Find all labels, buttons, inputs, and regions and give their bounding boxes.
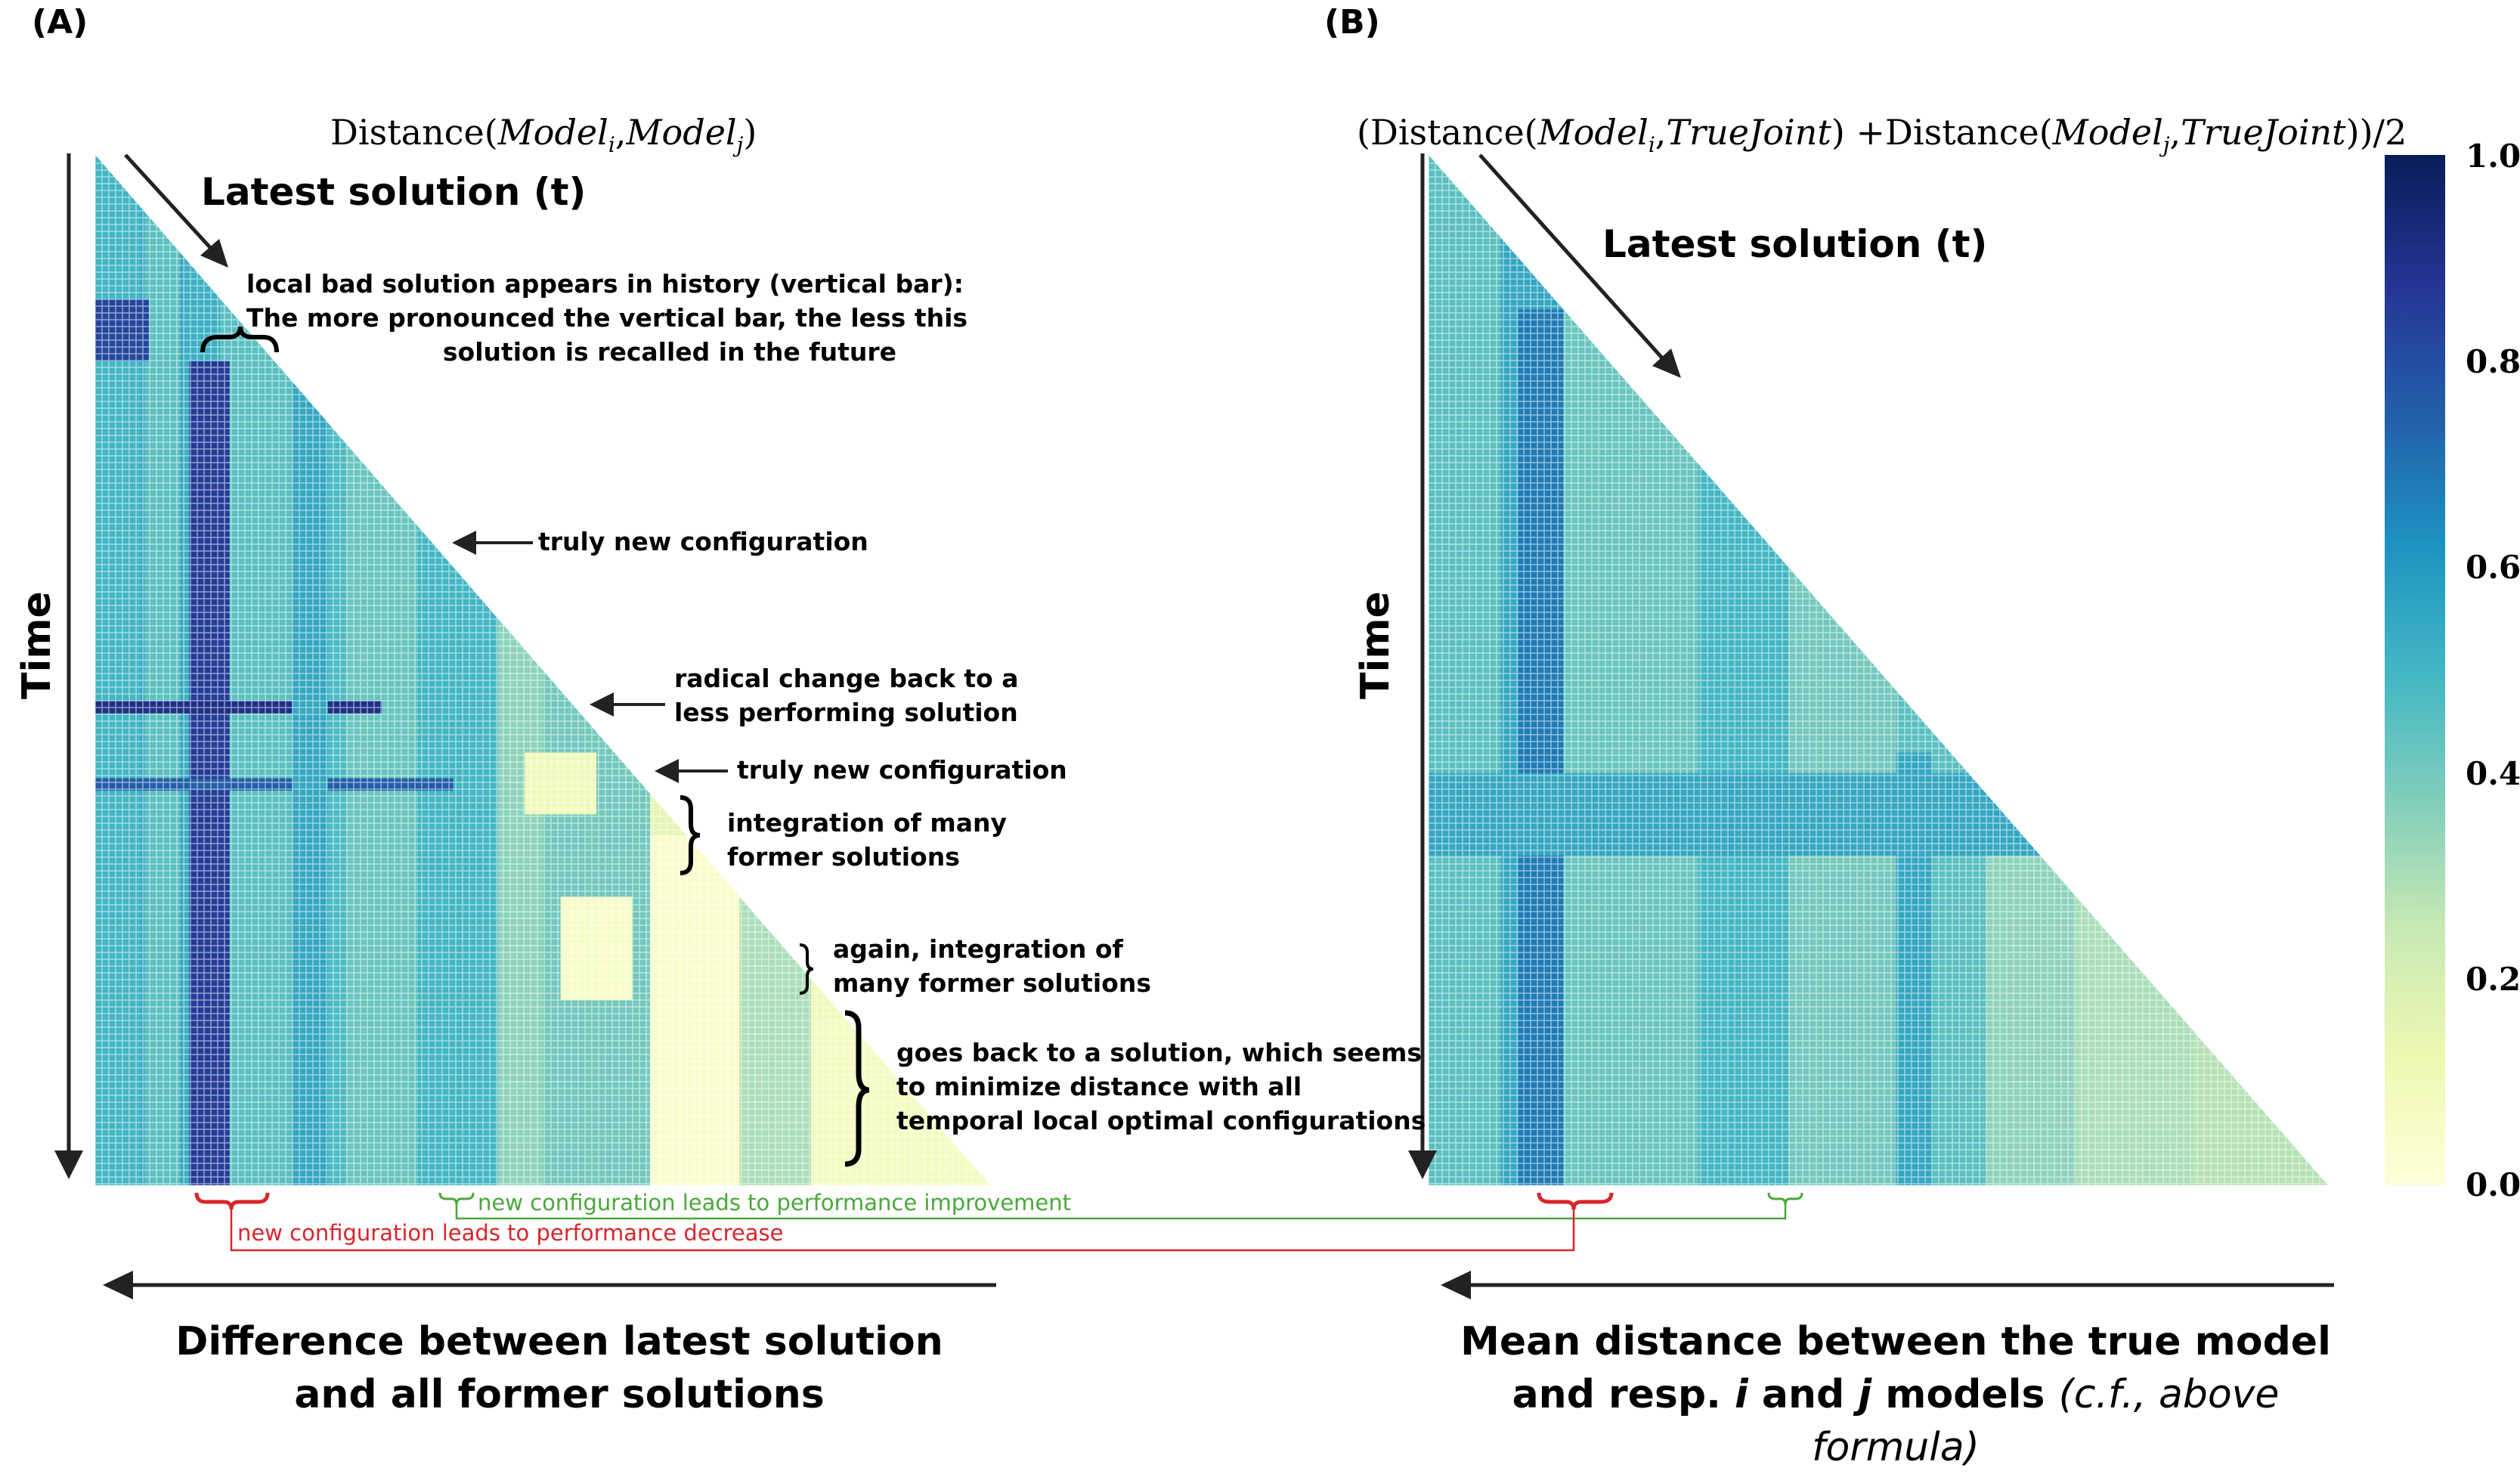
bottom-arrow-b (1441, 1271, 2334, 1299)
colorbar (2385, 155, 2445, 1185)
annotation-truly-new-1: truly new configuration (538, 527, 868, 556)
brace-integration (680, 795, 701, 875)
annotation-truly-new-2: truly new configuration (737, 755, 1067, 785)
bottom-title-b: Mean distance between the true model and… (1460, 1319, 2331, 1470)
arrow-radical (590, 692, 665, 717)
time-label-b: Time (1353, 591, 1398, 699)
panel-a-formula: Distance(Modeli,Modelj) (330, 112, 757, 158)
latest-arrow-a (124, 153, 228, 268)
brace-local-bad (200, 326, 279, 353)
brace-decrease-b (1537, 1192, 1614, 1210)
colorbar-tick-1: 1.0 (2466, 138, 2520, 175)
panel-b-label: (B) (1324, 3, 1380, 42)
panel-a-label: (A) (32, 3, 88, 42)
bottom-title-a: Difference between latest solution and a… (175, 1319, 943, 1417)
brace-goes-back (844, 1010, 870, 1167)
panel-b-formula: (Distance(Modeli,TrueJoint) +Distance(Mo… (1357, 112, 2407, 158)
brace-improve-b (1767, 1192, 1803, 1206)
brace-again (799, 943, 814, 995)
brace-improve-a (438, 1192, 475, 1206)
link-line-decrease (230, 1209, 1575, 1252)
time-label-a: Time (14, 591, 60, 699)
annotation-local-bad: local bad solution appears in history (v… (246, 269, 968, 367)
link-line-improve (455, 1205, 1787, 1220)
arrow-truly-new-2 (655, 759, 728, 783)
colorbar-tick-6: 0.0 (2466, 1166, 2520, 1203)
colorbar-tick-5: 0.2 (2466, 961, 2520, 998)
link-text-improve: new configuration leads to performance i… (478, 1190, 1072, 1215)
arrow-truly-new-1 (452, 531, 533, 555)
colorbar-tick-2: 0.8 (2466, 343, 2520, 380)
latest-arrow-b (1478, 153, 1681, 378)
time-arrow-a (54, 153, 83, 1179)
heatmap-b-column (2193, 155, 2328, 1185)
annotation-integration: integration of many former solutions (727, 808, 1008, 872)
brace-decrease-a (194, 1192, 270, 1210)
annotation-again: again, integration of many former soluti… (833, 934, 1151, 998)
latest-solution-b: Latest solution (t) (1602, 222, 1988, 266)
colorbar-tick-3: 0.6 (2466, 549, 2520, 586)
figure-graphics (54, 153, 2445, 1299)
latest-solution-a: Latest solution (t) (201, 170, 587, 214)
annotation-goes-back: goes back to a solution, which seems to … (896, 1038, 1426, 1135)
time-arrow-b (1408, 153, 1437, 1179)
link-text-decrease: new configuration leads to performance d… (237, 1220, 784, 1246)
colorbar-tick-4: 0.4 (2466, 755, 2520, 792)
annotation-radical: radical change back to a less performing… (674, 664, 1019, 727)
bottom-arrow-a (103, 1271, 996, 1299)
